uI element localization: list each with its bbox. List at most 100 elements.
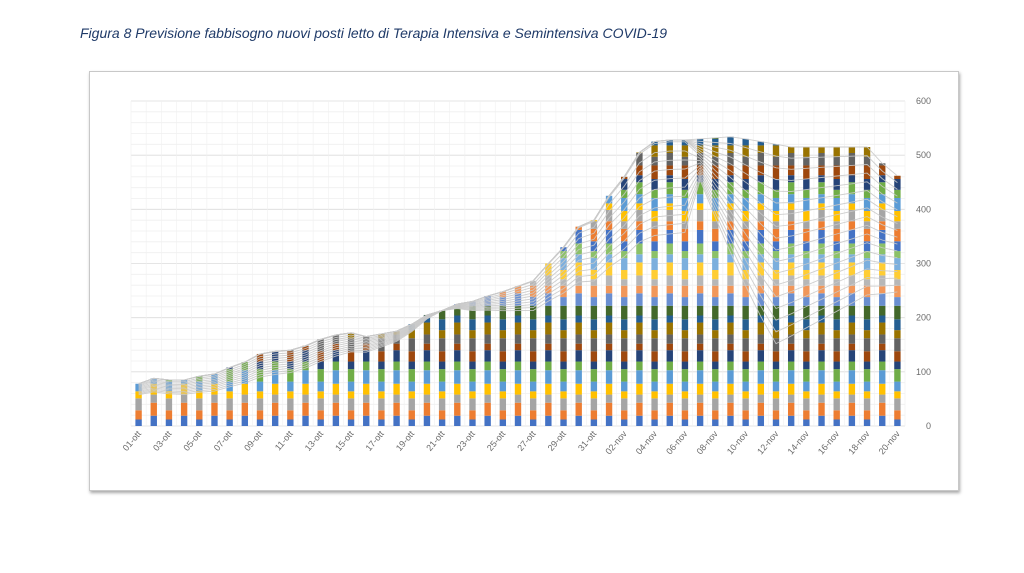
bar-segment [803,156,810,166]
bar-segment [605,415,613,426]
bar-segment [378,398,385,411]
bar-segment [742,210,749,222]
bar-segment [605,293,613,306]
bar-segment [226,419,233,426]
bar-segment [165,381,173,392]
bar-segment [545,285,552,294]
bar-segment [590,419,598,426]
bar-segment [514,293,522,306]
bar-segment [772,165,780,179]
bar-segment [317,410,324,420]
bar-segment [772,270,780,280]
bar-segment [636,361,643,371]
bar-segment [666,165,673,176]
bar-segment [742,189,749,198]
bar-segment [287,410,294,420]
bar-segment [287,381,294,392]
bar-segment [803,381,810,392]
bar-segment [742,165,749,179]
bar-segment [894,398,901,411]
bar-segment [742,270,749,280]
bar-segment [803,410,810,420]
bar-segment [772,369,780,382]
bar-segment [833,319,840,331]
bar-segment [863,398,871,411]
bar-segment [196,398,203,411]
bar-segment [666,243,673,255]
bar-segment [621,241,628,252]
bar-segment [757,293,765,306]
bar-segment [499,351,507,362]
bar-segment [696,209,704,222]
bar-segment [833,305,840,320]
bar-segment [848,229,856,244]
bar-segment [787,361,795,371]
y-tick-label: 400 [916,204,931,214]
bar-segment [818,221,825,230]
bar-segment [621,279,628,286]
bar-segment [666,415,673,426]
bar-segment [712,241,719,252]
bar-segment [271,394,279,403]
bar-segment [636,322,643,335]
bar-segment [590,241,598,252]
bar-segment [848,343,856,351]
bar-segment [712,398,719,411]
bar-segment [894,241,901,252]
bar-segment [742,197,749,211]
bar-segment [818,350,825,362]
bar-segment [560,319,567,331]
bar-segment [742,351,749,362]
y-tick-label: 500 [916,150,931,160]
bar-segment [317,391,324,399]
bar-segment [712,351,719,362]
bar-segment [803,338,810,352]
bar-segment [803,398,810,411]
bar-segment [605,402,613,416]
bar-segment [469,319,476,331]
bar-segment [818,343,825,351]
bar-segment [256,369,264,382]
bar-segment [803,179,810,190]
bar-segment [636,383,643,395]
bar-segment [681,419,689,426]
bar-segment [575,285,582,294]
bar-segment [332,361,340,371]
bar-segment [621,319,628,331]
bar-segment [681,398,689,411]
bar-segment [879,394,886,403]
bar-segment [727,175,734,183]
bar-segment [332,402,340,416]
bar-segment [696,343,704,351]
bar-segment [742,228,749,242]
bar-segment [529,338,537,352]
bar-segment [636,315,643,323]
bar-segment [287,419,294,426]
bar-segment [423,383,431,395]
bar-segment [484,322,491,335]
bar-segment [681,330,689,339]
bar-segment [605,209,613,222]
bar-segment [787,370,795,384]
bar-segment [545,305,552,316]
bar-segment [894,285,901,298]
bar-segment [696,383,704,395]
bar-segment [317,419,324,426]
bar-segment [636,402,643,416]
bar-segment [590,228,598,242]
bar-segment [393,394,400,403]
bar-segment [848,334,856,344]
bar-segment [666,370,673,384]
bar-segment [454,315,461,323]
bar-segment [787,194,795,204]
bar-segment [879,322,886,335]
bar-segment [742,419,749,426]
bar-segment [666,315,673,323]
bar-segment [529,330,537,339]
bar-segment [454,402,461,416]
bar-segment [727,370,734,384]
bar-segment [636,182,643,195]
bar-segment [727,254,734,263]
x-tick-label: 31-ott [576,428,599,452]
